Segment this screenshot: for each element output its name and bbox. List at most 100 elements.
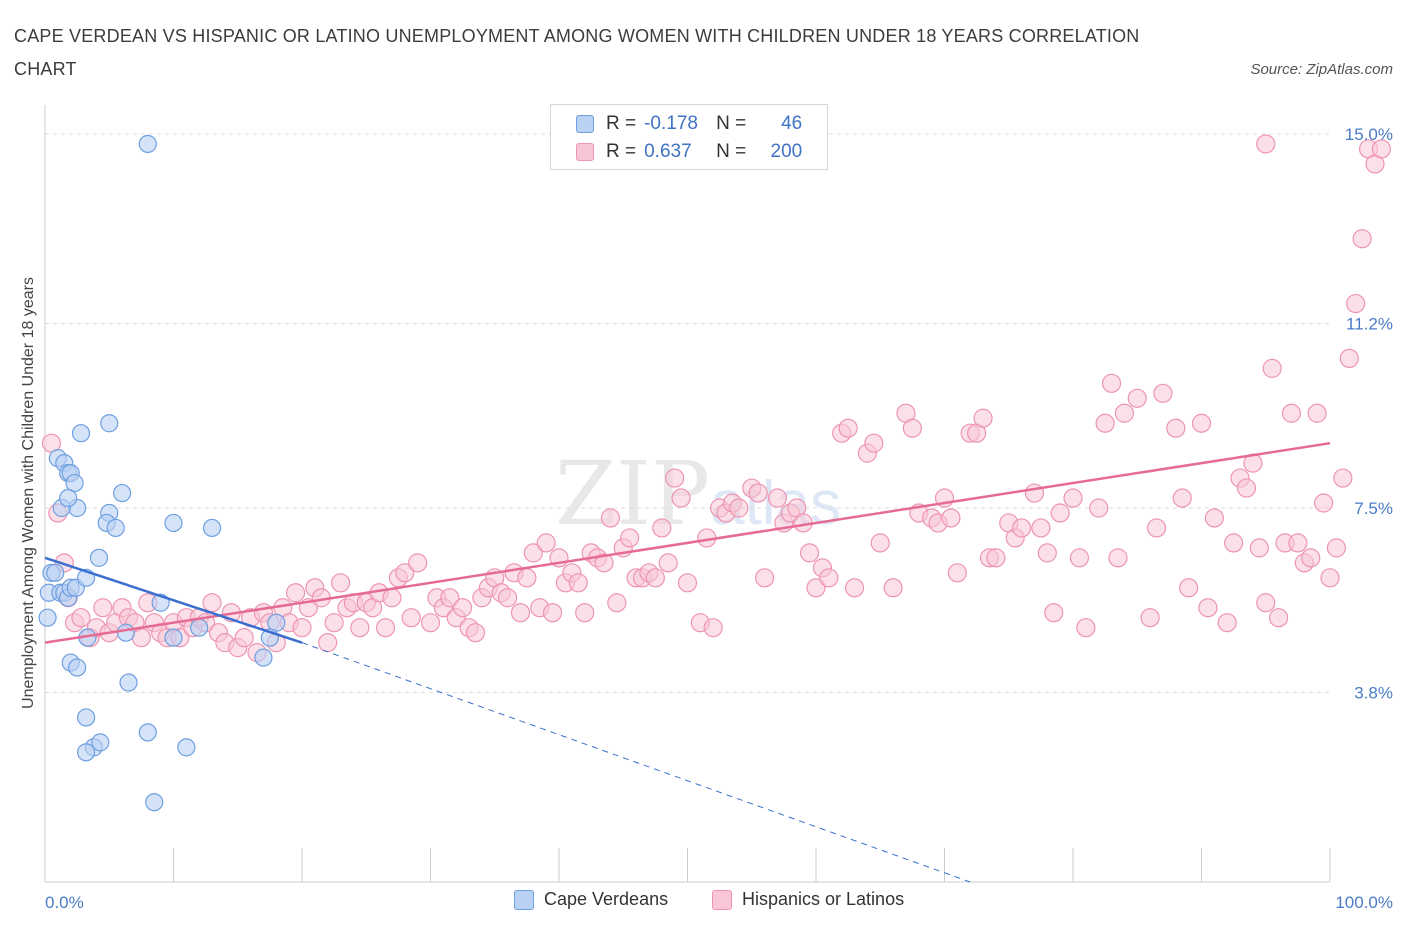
hispanic-points [41,134,1392,663]
hispanic-point [1011,518,1032,538]
hispanic-point [1288,533,1308,553]
hispanic-point [1140,608,1160,628]
cape-verdean-point [190,618,209,637]
cape-verdean-point [177,738,196,757]
hispanic-point [1236,478,1257,498]
hispanic-point [799,543,820,563]
hispanic-point [703,618,723,638]
hispanic-point [395,563,415,583]
hispanic-point [1024,483,1045,503]
hispanic-point [318,633,338,653]
legend-n-value: 46 [781,113,803,134]
correlation-legend: R = -0.178 N = 46 R = 0.637 N = 200 [550,104,828,170]
hispanic-point [1069,548,1090,568]
hispanic-point [1339,348,1359,368]
hispanic-point [1076,618,1096,638]
cape-verdean-point [89,548,109,567]
hispanic-point [575,603,595,623]
x-tick-label: 0.0% [45,893,84,912]
hispanic-point [1198,598,1218,618]
hispanic-point [536,533,556,553]
hispanic-point [1037,543,1057,563]
cape-verdean-point [106,518,125,538]
cape-verdean-point [38,608,57,627]
hispanic-point [330,573,351,593]
hispanic-point [806,578,826,598]
hispanic-point [234,628,254,648]
cape-verdean-point [71,424,91,443]
hispanic-point [1256,593,1276,613]
legend-swatch-pink [712,889,732,910]
legend-row-cape-verdean: R = -0.178 N = 46 [551,110,802,138]
legend-r-value: 0.637 [644,141,692,162]
hispanic-point [1371,139,1392,159]
hispanic-point [510,603,531,623]
hispanic-point [420,613,441,633]
hispanic-point [671,488,691,508]
hispanic-point [844,578,865,598]
hispanic-point [324,613,344,633]
cape-verdean-point [77,743,96,762]
hispanic-point [1224,533,1244,553]
source-label: Source: ZipAtlas.com [1250,61,1393,78]
y-tick-label: 7.5% [1354,499,1393,518]
hispanic-point [1307,403,1327,423]
trend-lines [44,441,1331,883]
cape-verdean-trend-extension [301,642,971,883]
legend-r-label: R = [606,141,637,162]
hispanic-point [883,578,903,598]
y-tick-label: 3.8% [1354,684,1393,703]
cape-verdean-point [68,658,87,677]
hispanic-point [1108,548,1128,568]
hispanic-point [1281,403,1302,423]
hispanic-point [1191,413,1212,433]
hispanic-point [1095,413,1115,433]
cape-verdean-point [145,793,164,812]
hispanic-point [1256,134,1276,154]
hispanic-point [729,498,749,518]
hispanic-point [517,568,537,588]
hispanic-point [1320,568,1340,588]
cape-verdean-point [112,483,132,503]
hispanic-point [1127,388,1147,408]
hispanic-point [652,518,672,538]
hispanic-point [465,623,486,643]
hispanic-point [600,508,621,528]
hispanic-point [131,628,151,648]
cape-verdean-point [267,613,286,632]
cape-verdean-point [77,708,96,727]
cape-verdean-point [254,648,273,667]
hispanic-point [1268,608,1289,628]
axes [44,105,1331,883]
y-tick-label: 15.0% [1345,125,1393,144]
legend-r-value: -0.178 [644,113,698,134]
hispanic-point [202,593,222,613]
series-legend: Cape Verdeans Hispanics or Latinos [0,889,1406,915]
hispanic-point [1301,548,1321,568]
cape-verdean-point [138,134,157,154]
legend-item-cape-verdeans[interactable]: Cape Verdeans [514,889,668,910]
cape-verdean-point [164,628,183,647]
hispanic-point [594,553,614,573]
hispanic-point [677,573,698,593]
hispanic-point [973,408,993,428]
cape-verdean-point [46,563,65,582]
legend-label-hispanics: Hispanics or Latinos [742,889,905,909]
legend-label-cape-verdeans: Cape Verdeans [544,889,669,909]
cape-verdean-point [65,473,84,493]
hispanic-point [1346,293,1366,314]
legend-n-label: N = [716,113,747,134]
hispanic-point [658,553,678,573]
legend-r-label: R = [606,113,637,134]
cape-verdean-point [138,723,157,742]
hispanic-point [902,418,922,438]
hispanic-point [382,588,402,608]
cape-verdean-point [91,733,110,752]
hispanic-point [1166,418,1186,438]
hispanic-point [453,598,473,618]
hispanic-point [607,593,627,613]
hispanic-point [1204,508,1224,528]
legend-item-hispanics[interactable]: Hispanics or Latinos [712,889,904,910]
hispanic-point [1313,493,1334,513]
